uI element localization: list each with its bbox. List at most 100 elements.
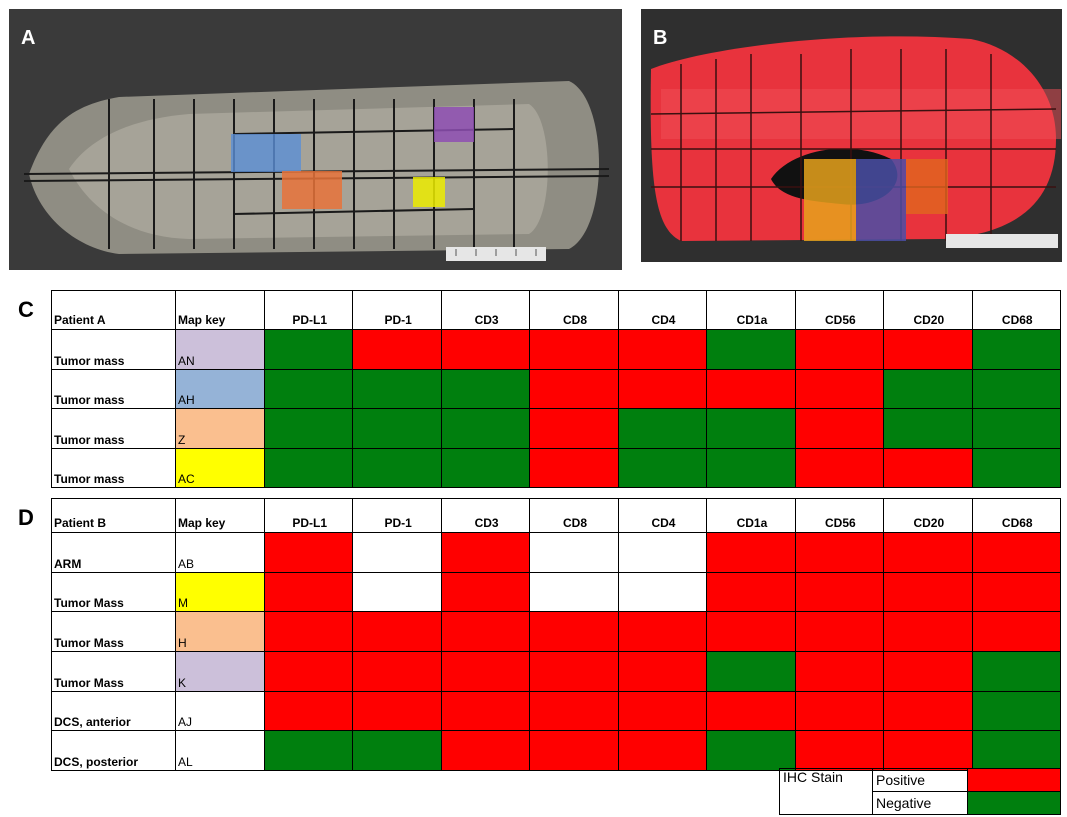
map-key-cell: AL	[175, 730, 265, 772]
stain-cell-cd4-pos	[617, 651, 708, 692]
stain-cell-cd3-pos	[440, 532, 531, 573]
stain-cell-cd8-pos	[529, 651, 619, 692]
marker-header-cd56: CD56	[794, 290, 885, 330]
marker-header-pd1: PD-1	[352, 498, 442, 533]
panel-label-b: B	[653, 27, 668, 49]
stain-cell-cd20-pos	[883, 690, 973, 732]
stain-cell-pd1-neg	[352, 447, 442, 488]
stain-cell-cd1a-neg	[706, 730, 796, 772]
stain-cell-pdl1-pos	[263, 571, 354, 613]
stain-cell-cd56-pos	[794, 571, 885, 613]
table-row: Tumor mass Z	[51, 408, 1061, 449]
stain-cell-cd1a-pos	[706, 611, 796, 653]
row-label: Tumor mass	[51, 447, 176, 488]
stain-cell-cd68-neg	[971, 690, 1061, 732]
stain-cell-cd20-neg	[883, 408, 973, 449]
stain-cell-cd20-pos	[883, 651, 973, 692]
stain-cell-cd68-neg	[971, 408, 1061, 449]
stain-cell-cd3-neg	[440, 447, 531, 488]
stain-cell-cd68-neg	[971, 730, 1061, 772]
map-key-cell: AB	[175, 532, 265, 573]
marker-header-pd1: PD-1	[352, 290, 442, 330]
stain-cell-cd20-pos	[883, 611, 973, 653]
stain-cell-cd4-pos	[617, 690, 708, 732]
row-label: DCS, posterior	[51, 730, 176, 772]
stain-cell-cd4-blank	[617, 571, 708, 613]
legend-negative-swatch	[967, 791, 1061, 815]
stain-cell-cd8-blank	[529, 532, 619, 573]
stain-cell-cd3-pos	[440, 651, 531, 692]
map-key-cell: H	[175, 611, 265, 653]
specimen-b-drawing	[641, 9, 1062, 262]
map-key-cell: AN	[175, 329, 265, 370]
stain-cell-cd3-pos	[440, 730, 531, 772]
stain-cell-pdl1-pos	[263, 611, 354, 653]
marker-header-cd3: CD3	[440, 498, 531, 533]
stain-cell-cd56-pos	[794, 368, 885, 409]
stain-cell-cd68-neg	[971, 651, 1061, 692]
stain-cell-cd3-pos	[440, 329, 531, 370]
stain-cell-cd1a-neg	[706, 447, 796, 488]
stain-cell-cd8-pos	[529, 329, 619, 370]
marker-header-cd8: CD8	[529, 290, 619, 330]
stain-cell-cd4-pos	[617, 329, 708, 370]
table-row: Tumor Mass M	[51, 571, 1061, 613]
map-key-cell: Z	[175, 408, 265, 449]
stain-cell-pdl1-neg	[263, 368, 354, 409]
stain-cell-cd56-pos	[794, 651, 885, 692]
stain-cell-cd56-pos	[794, 408, 885, 449]
table-row: DCS, anterior AJ	[51, 690, 1061, 732]
stain-cell-pd1-neg	[352, 368, 442, 409]
stain-cell-cd4-neg	[617, 408, 708, 449]
stain-cell-cd68-pos	[971, 611, 1061, 653]
specimen-photo-a: A	[9, 9, 622, 270]
marker-header-cd20: CD20	[883, 498, 973, 533]
map-key-cell: AC	[175, 447, 265, 488]
marker-header-cd4: CD4	[617, 498, 708, 533]
stain-cell-cd56-pos	[794, 532, 885, 573]
stain-cell-cd3-neg	[440, 408, 531, 449]
legend-positive-label: Positive	[872, 768, 968, 792]
table-row: Tumor mass AC	[51, 447, 1061, 488]
stain-cell-cd56-pos	[794, 447, 885, 488]
row-label: DCS, anterior	[51, 690, 176, 732]
stain-cell-pdl1-neg	[263, 329, 354, 370]
stain-cell-cd20-neg	[883, 368, 973, 409]
row-label: Tumor Mass	[51, 611, 176, 653]
panel-label-c: C	[18, 297, 34, 322]
stain-cell-cd68-neg	[971, 447, 1061, 488]
stain-cell-pdl1-pos	[263, 690, 354, 732]
stain-cell-pd1-pos	[352, 329, 442, 370]
table-row: Tumor Mass H	[51, 611, 1061, 653]
table-row: ARM AB	[51, 532, 1061, 573]
stain-cell-cd4-pos	[617, 611, 708, 653]
stain-cell-pdl1-neg	[263, 447, 354, 488]
stain-cell-cd4-pos	[617, 368, 708, 409]
stain-cell-pd1-blank	[352, 571, 442, 613]
marker-header-cd56: CD56	[794, 498, 885, 533]
stain-cell-pd1-neg	[352, 408, 442, 449]
panel-label-a: A	[21, 27, 36, 49]
stain-cell-pd1-pos	[352, 690, 442, 732]
specimen-a-drawing	[9, 9, 622, 270]
stain-cell-cd56-pos	[794, 730, 885, 772]
mapkey-header: Map key	[175, 498, 265, 533]
stain-cell-cd8-pos	[529, 611, 619, 653]
patient-header: Patient B	[51, 498, 176, 533]
stain-cell-cd56-pos	[794, 329, 885, 370]
stain-cell-cd8-pos	[529, 690, 619, 732]
stain-cell-cd68-neg	[971, 329, 1061, 370]
row-label: Tumor mass	[51, 329, 176, 370]
stain-cell-cd1a-neg	[706, 651, 796, 692]
marker-header-cd68: CD68	[971, 498, 1061, 533]
marker-header-cd3: CD3	[440, 290, 531, 330]
row-label: ARM	[51, 532, 176, 573]
map-key-cell: AH	[175, 368, 265, 409]
stain-cell-pdl1-neg	[263, 408, 354, 449]
header-row: Patient A Map key PD-L1 PD-1 CD3 CD8 CD4 CD1a…	[51, 290, 1061, 330]
stain-cell-cd1a-pos	[706, 690, 796, 732]
marker-header-cd68: CD68	[971, 290, 1061, 330]
stain-cell-cd1a-neg	[706, 408, 796, 449]
row-label: Tumor mass	[51, 408, 176, 449]
stain-cell-cd1a-pos	[706, 532, 796, 573]
